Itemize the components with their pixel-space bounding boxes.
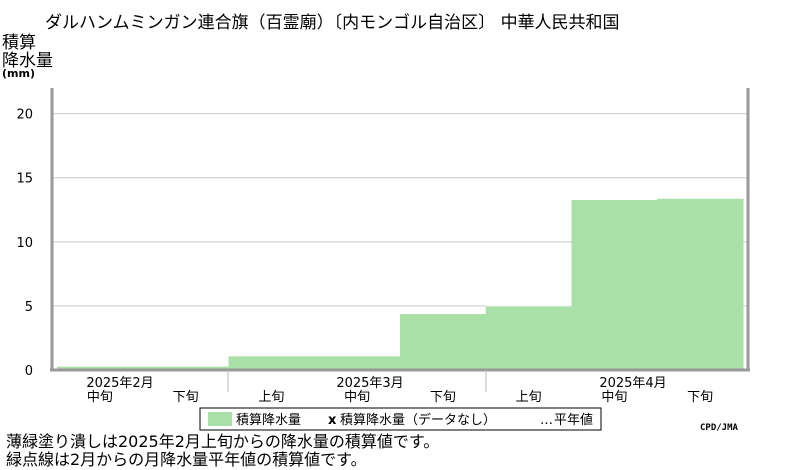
- x-tick-label-3: 中旬: [344, 390, 370, 405]
- legend-symbol-normal: …: [540, 413, 553, 428]
- legend-label-normal: 平年値: [554, 412, 593, 428]
- x-month-label-0: 2025年2月: [86, 376, 153, 391]
- bar-4: [400, 313, 487, 370]
- chart-title: ダルハンムミンガン連合旗（百霊廟）〔内モンゴル自治区〕 中華人民共和国: [45, 12, 620, 33]
- x-tick-label-6: 中旬: [601, 390, 627, 405]
- x-tick-labels: 中旬 下旬 上旬 中旬 下旬 上旬 中旬 下旬 2025年2月 2025年3月 2025年4月: [86, 376, 713, 405]
- legend-label-accumulated: 積算降水量: [236, 413, 301, 428]
- note-line-2: 緑点線は2月からの月降水量平年値の積算値です。: [6, 450, 367, 469]
- legend-swatch-accumulated: [208, 412, 232, 426]
- y-tick-label-0: 0: [25, 364, 33, 379]
- x-tick-label-5: 上旬: [516, 390, 542, 405]
- plot-frame: [50, 88, 750, 392]
- x-tick-label-1: 下旬: [173, 390, 199, 405]
- bar-5: [485, 305, 572, 370]
- y-axis-label-line-2: 降水量: [2, 51, 53, 71]
- bar-6: [571, 199, 658, 370]
- legend-symbol-no-data: x: [328, 413, 337, 428]
- legend-label-no-data: 積算降水量（データなし）: [340, 412, 496, 428]
- note-line-1: 薄緑塗り潰しは2025年2月上旬からの降水量の積算値です。: [6, 432, 440, 451]
- y-tick-labels: 0 5 10 15 20: [16, 108, 33, 379]
- bar-2: [228, 355, 315, 370]
- y-tick-label-3: 15: [16, 172, 33, 187]
- bar-0: [57, 366, 144, 370]
- y-tick-label-4: 20: [16, 108, 33, 123]
- bar-7: [657, 198, 744, 370]
- legend-box: [199, 407, 602, 431]
- bar-1: [142, 366, 229, 370]
- x-tick-label-7: 下旬: [687, 390, 713, 405]
- x-tick-label-2: 上旬: [258, 390, 284, 405]
- x-month-label-2: 2025年4月: [599, 376, 666, 391]
- y-tick-label-2: 10: [16, 236, 33, 251]
- x-tick-label-0: 中旬: [87, 390, 113, 405]
- credit-label: CPD/JMA: [700, 423, 739, 433]
- y-axis-unit: (mm): [2, 67, 35, 80]
- y-axis-label-line-1: 積算: [2, 33, 36, 53]
- x-month-label-1: 2025年3月: [336, 376, 403, 391]
- y-tick-label-1: 5: [25, 300, 33, 315]
- bar-3: [314, 355, 401, 370]
- bar-series: [57, 197, 744, 370]
- x-tick-label-4: 下旬: [430, 390, 456, 405]
